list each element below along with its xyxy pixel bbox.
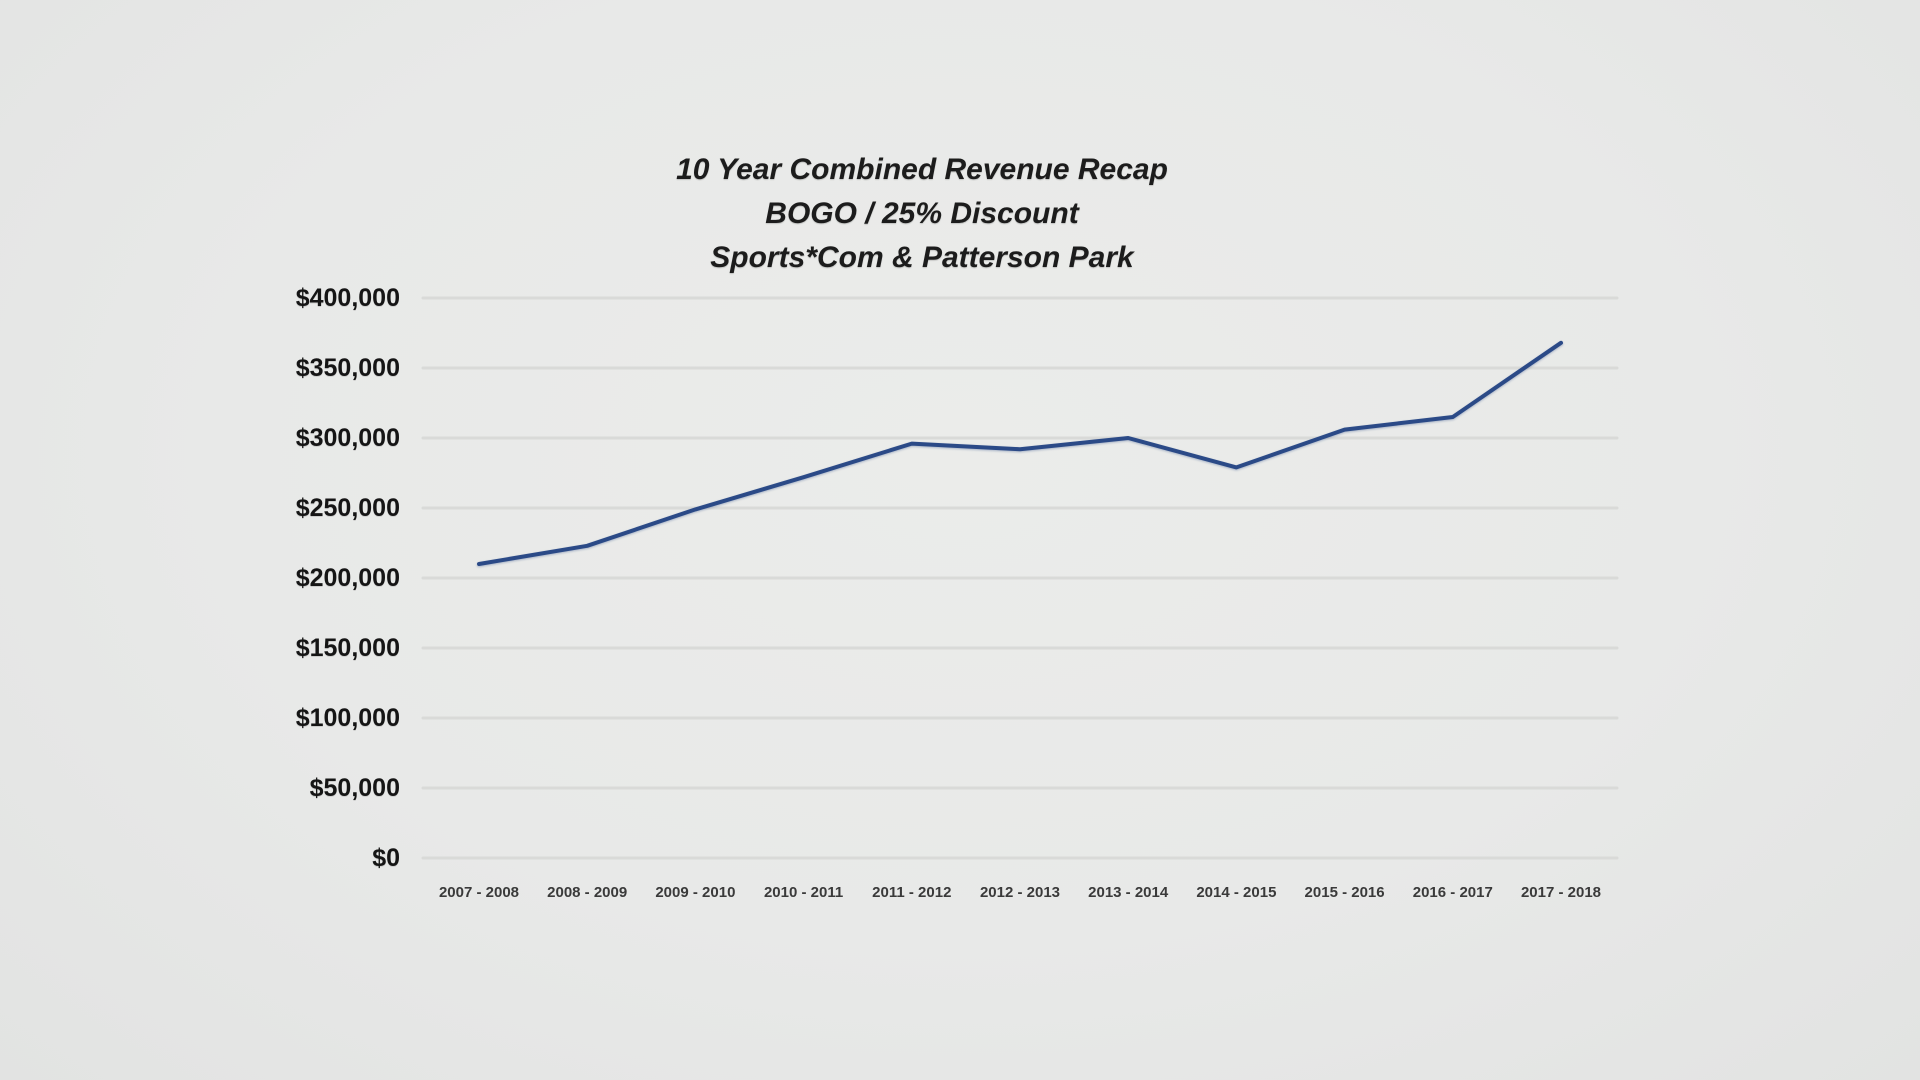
x-axis-category-label: 2010 - 2011	[763, 884, 844, 901]
y-axis-tick-label: $350,000	[295, 354, 400, 382]
x-axis-category-label: 2017 - 2018	[1520, 884, 1602, 901]
x-axis-category-label: 2013 - 2014	[1088, 884, 1169, 901]
y-axis-tick-label: $250,000	[295, 494, 400, 522]
x-axis-category-label: 2007 - 2008	[438, 884, 520, 901]
x-axis-category-label: 2012 - 2013	[979, 884, 1061, 901]
y-axis-tick-label: $200,000	[295, 564, 400, 592]
chart-title-line-1: 10 Year Combined Revenue Recap	[676, 153, 1168, 186]
chart-title: 10 Year Combined Revenue Recap BOGO / 25…	[322, 148, 1522, 280]
y-axis-tick-label: $0	[372, 844, 400, 872]
x-axis-category-label: 2014 - 2015	[1196, 884, 1277, 901]
x-axis-category-label: 2015 - 2016	[1304, 884, 1385, 901]
x-axis-category-label: 2009 - 2010	[655, 884, 736, 901]
y-axis-tick-label: $100,000	[295, 704, 400, 732]
gridlines	[421, 296, 1619, 860]
y-axis-tick-label: $400,000	[295, 284, 400, 312]
revenue-line	[477, 340, 1563, 566]
x-axis-category-label: 2011 - 2012	[872, 884, 952, 901]
chart-title-line-2: BOGO / 25% Discount	[765, 197, 1079, 230]
chart-title-line-3: Sports*Com & Patterson Park	[710, 241, 1134, 274]
y-axis-tick-label: $150,000	[295, 634, 400, 662]
x-axis-category-label: 2016 - 2017	[1412, 884, 1493, 901]
y-axis-tick-label: $50,000	[309, 774, 400, 802]
x-axis-category-label: 2008 - 2009	[547, 884, 628, 901]
y-axis-tick-label: $300,000	[295, 424, 400, 452]
